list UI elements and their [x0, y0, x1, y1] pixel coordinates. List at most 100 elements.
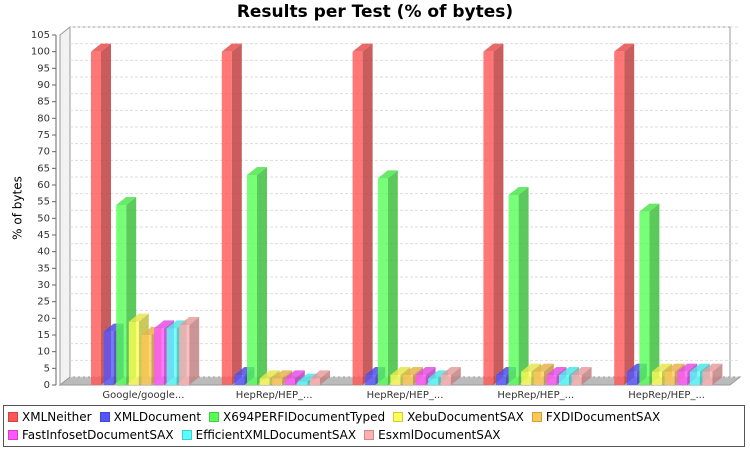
bar-top — [154, 320, 174, 329]
chart-title: Results per Test (% of bytes) — [237, 2, 513, 22]
y-tick-label: 45 — [37, 230, 50, 241]
legend-swatch — [531, 412, 542, 422]
legend-label: EsxmlDocumentSAX — [378, 428, 501, 442]
bar — [91, 51, 101, 386]
bar — [533, 371, 544, 385]
y-tick-label: 55 — [37, 197, 50, 208]
bar-top — [403, 367, 423, 375]
bar-top — [677, 363, 698, 372]
bar — [310, 378, 320, 385]
y-tick-label: 90 — [37, 80, 50, 91]
bar-top — [179, 317, 200, 325]
x-tick-label: HepRep/HEP_... — [367, 390, 444, 401]
legend-label: X694PERFIDocumentTyped — [223, 410, 386, 424]
left-wall — [59, 25, 71, 387]
legend-item: FastInfosetDocumentSAX — [8, 428, 174, 442]
bar — [272, 378, 283, 385]
bar-top — [352, 43, 373, 52]
y-tick-label: 65 — [37, 163, 50, 174]
legend-swatch — [364, 430, 375, 440]
bar-top — [91, 43, 111, 52]
y-tick-label: 85 — [37, 97, 50, 108]
bar — [428, 378, 439, 385]
y-tick-label: 0 — [44, 380, 50, 391]
bar — [496, 375, 506, 385]
bar — [154, 328, 164, 385]
bar — [365, 375, 376, 385]
legend-item: XMLNeither — [8, 410, 92, 424]
bar — [614, 51, 625, 386]
bar-side — [712, 363, 723, 385]
bar — [116, 205, 127, 385]
y-tick-label: 30 — [37, 280, 50, 291]
x-tick-label: Google/google... — [102, 390, 184, 401]
bar — [179, 325, 190, 385]
bar — [247, 175, 257, 385]
bar — [352, 51, 363, 386]
legend-item: FXDIDocumentSAX — [531, 410, 661, 424]
chart: Results per Test (% of bytes) % of bytes… — [11, 2, 742, 401]
legend-swatch — [8, 430, 18, 440]
bar-top — [284, 370, 305, 379]
y-tick-label: 25 — [37, 297, 50, 308]
bar-top — [614, 43, 635, 52]
bar-side — [320, 370, 330, 385]
bar — [221, 51, 232, 386]
y-tick-label: 75 — [37, 130, 50, 141]
bar — [546, 375, 557, 385]
bar-side — [362, 43, 373, 386]
bar-top — [639, 203, 660, 212]
legend: XMLNeither XMLDocument X694PERFIDocumentTy… — [3, 405, 745, 447]
bar-side — [450, 367, 461, 385]
bar-top — [247, 167, 267, 175]
bar — [702, 371, 713, 385]
legend-item: XebuDocumentSAX — [393, 410, 524, 424]
bar-top — [689, 363, 710, 372]
bar — [689, 371, 700, 385]
bar-top — [259, 370, 280, 379]
bar-side — [649, 203, 660, 385]
legend-label: EfficientXMLDocumentSAX — [195, 428, 357, 442]
bar-top — [559, 367, 579, 375]
bar-side — [294, 370, 305, 385]
bar — [677, 371, 688, 385]
bar — [664, 371, 675, 385]
bar-side — [425, 367, 436, 385]
bar-top — [483, 43, 504, 52]
bar-side — [624, 43, 635, 386]
bar — [390, 375, 401, 385]
y-tick-label: 5 — [44, 363, 50, 374]
bar — [639, 211, 650, 385]
x-tick-label: HepRep/HEP_... — [236, 390, 313, 401]
bar-side — [101, 43, 111, 386]
bar-top — [702, 363, 723, 372]
bar-top — [310, 370, 330, 379]
y-tick-label: 95 — [37, 63, 50, 74]
bar — [508, 195, 519, 385]
legend-label: FXDIDocumentSAX — [545, 410, 661, 424]
bar-side — [387, 170, 398, 385]
bar — [284, 378, 295, 385]
bar — [128, 321, 139, 385]
bar-top — [571, 367, 592, 375]
legend-label: XMLDocument — [113, 410, 202, 424]
legend-item: EfficientXMLDocumentSAX — [181, 428, 357, 442]
bar-side — [581, 367, 592, 385]
bar — [141, 335, 152, 385]
bar — [571, 375, 582, 385]
y-tick-label: 60 — [37, 180, 50, 191]
bar-side — [231, 43, 242, 386]
legend-swatch — [393, 412, 404, 422]
x-tick-label: HepRep/HEP_... — [628, 390, 705, 401]
bar-side — [493, 43, 504, 386]
legend-label: XebuDocumentSAX — [407, 410, 524, 424]
y-tick-label: 100 — [31, 47, 50, 58]
y-tick-label: 70 — [37, 147, 50, 158]
bar-top — [377, 170, 398, 179]
legend-swatch — [8, 412, 18, 422]
bar — [483, 51, 494, 386]
bar-top — [297, 373, 318, 382]
bar-top — [521, 363, 542, 372]
bar-top — [390, 367, 411, 375]
